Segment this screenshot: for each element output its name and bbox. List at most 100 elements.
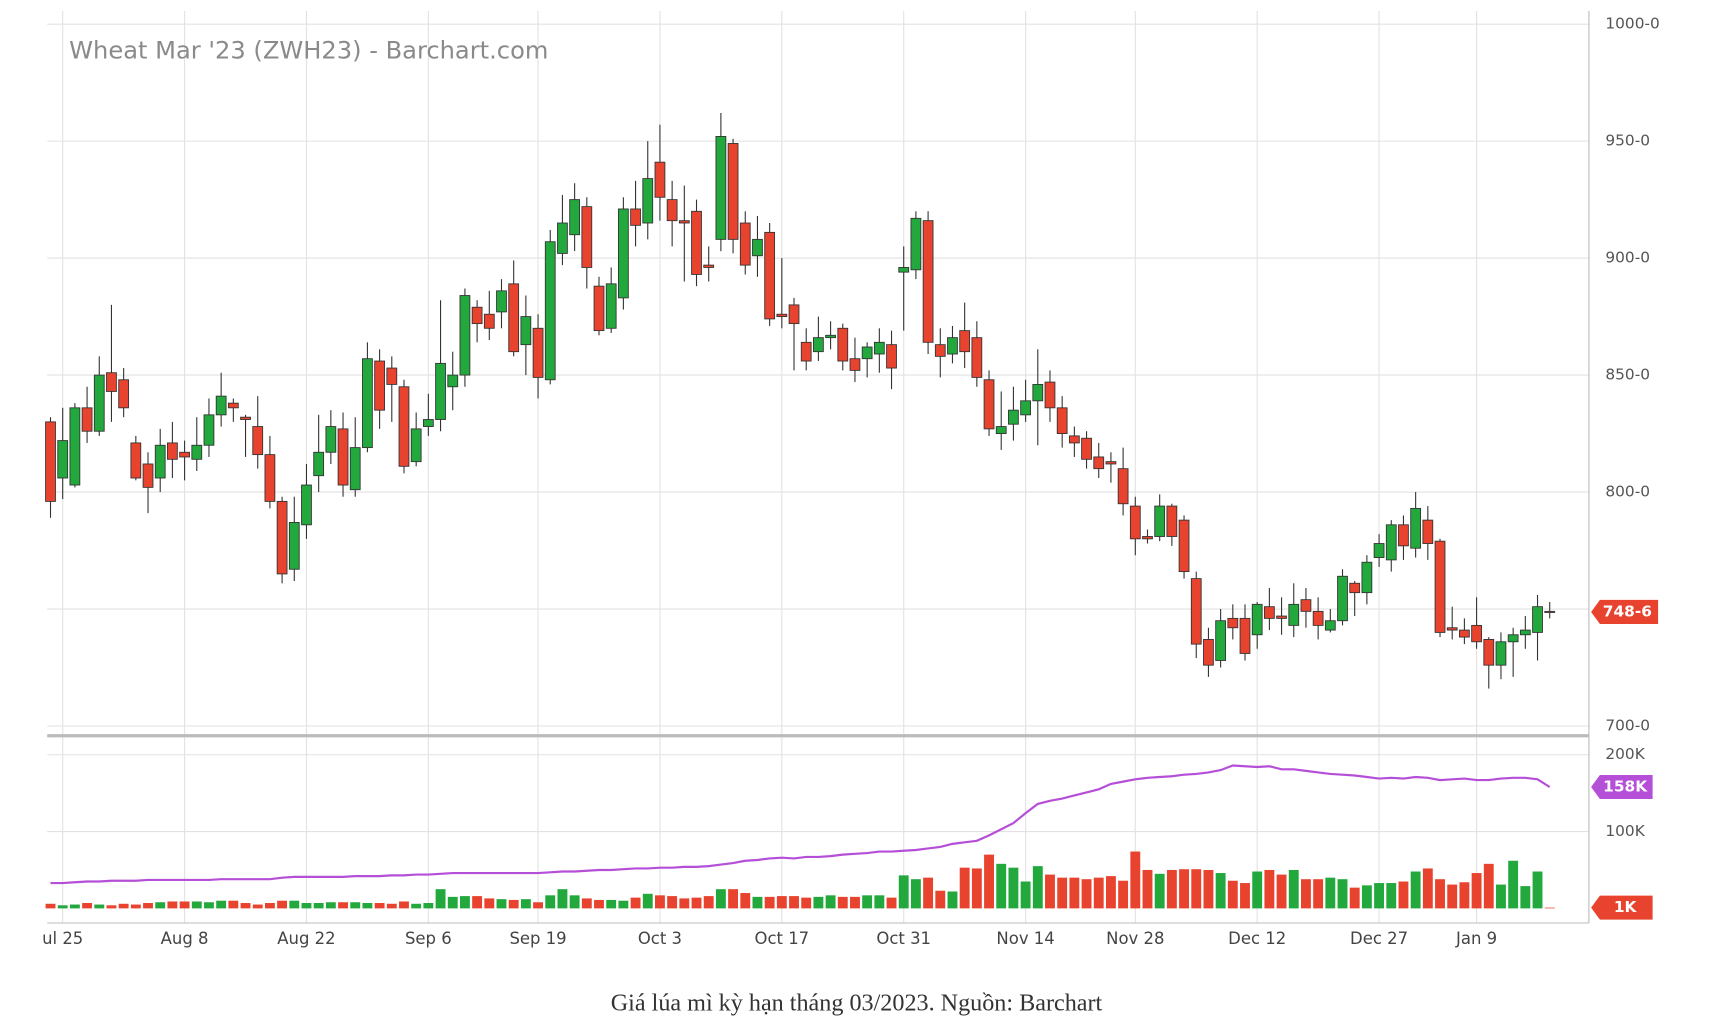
volume-bar — [1398, 881, 1409, 909]
volume-bar — [813, 896, 824, 909]
y-tick-label: 200K — [1605, 745, 1645, 763]
volume-bar — [606, 899, 617, 909]
candle-body — [1093, 456, 1105, 470]
volume-bar — [1435, 879, 1445, 909]
x-tick-label: Jan 9 — [1455, 929, 1497, 948]
candle-body — [447, 374, 459, 388]
candle-body — [325, 426, 337, 453]
candle-body — [252, 426, 264, 456]
volume-bar — [1544, 907, 1555, 909]
y-tick-label: 950-0 — [1605, 132, 1650, 150]
volume-bar — [1264, 869, 1275, 909]
candle-body — [1154, 505, 1166, 537]
candle-body — [215, 395, 227, 416]
candle-body — [947, 337, 958, 355]
volume-bar — [325, 902, 336, 909]
candle-body — [1203, 639, 1214, 666]
volume-bar — [1057, 877, 1068, 909]
x-tick-label: Oct 17 — [755, 929, 810, 948]
volume-bar — [581, 898, 592, 909]
candle-body — [1324, 620, 1336, 631]
candle-body — [118, 379, 130, 409]
candle-body — [1544, 610, 1556, 613]
x-tick-label: Dec 12 — [1228, 929, 1286, 948]
candle-body — [715, 136, 727, 240]
volume-bar — [1496, 884, 1506, 909]
candle-body — [593, 285, 605, 332]
volume-bar — [1020, 881, 1031, 909]
volume-bar — [1081, 879, 1092, 909]
volume-bar — [362, 903, 373, 909]
y-tick-label: 850-0 — [1605, 366, 1650, 384]
candle-body — [642, 178, 654, 224]
axis-badge-label: 158K — [1603, 778, 1648, 796]
candle-body — [666, 199, 678, 222]
candle-body — [837, 327, 849, 362]
volume-bar — [423, 903, 434, 909]
candle-body — [471, 306, 483, 325]
candle-body — [410, 428, 422, 463]
volume-bar — [1508, 860, 1519, 909]
volume-bar — [1166, 869, 1177, 909]
candle-body — [1361, 561, 1373, 594]
candle-body — [1373, 543, 1385, 558]
candle-body — [191, 444, 203, 460]
candle-body — [288, 522, 300, 570]
candle-body — [227, 402, 239, 409]
volume-bar — [1386, 883, 1397, 909]
candle-body — [374, 360, 385, 411]
candle-body — [1020, 400, 1031, 416]
candle-body — [1166, 505, 1178, 537]
candle-body — [1434, 540, 1446, 633]
volume-bar — [1118, 880, 1129, 909]
volume-bar — [167, 901, 178, 909]
volume-bar — [69, 904, 80, 909]
volume-bar — [1301, 879, 1311, 909]
candle-body — [1215, 620, 1227, 661]
volume-bar — [399, 901, 409, 909]
volume-bar — [1276, 874, 1287, 909]
volume-bar — [350, 902, 361, 909]
candle-body — [800, 341, 812, 362]
volume-bar — [886, 897, 897, 909]
candle-body — [1422, 519, 1434, 544]
volume-bar — [1532, 871, 1543, 909]
volume-bar — [264, 903, 275, 909]
candle-body — [922, 220, 934, 343]
candle-body — [154, 444, 166, 479]
volume-bar — [1520, 886, 1531, 909]
candle-body — [1239, 617, 1251, 654]
volume-bar — [740, 893, 751, 909]
candle-body — [1507, 634, 1519, 643]
candle-body — [1398, 524, 1409, 547]
volume-bar — [935, 890, 946, 909]
volume-bar — [1313, 879, 1324, 909]
volume-bar — [204, 902, 214, 909]
candle-body — [886, 344, 897, 369]
volume-bar — [1374, 883, 1385, 909]
volume-bar — [1361, 885, 1372, 909]
volume-bar — [874, 895, 885, 909]
candle-body — [1056, 407, 1068, 434]
candle-body — [1495, 641, 1507, 666]
open-interest-line — [50, 764, 1551, 885]
x-tick-label: Aug 22 — [277, 929, 335, 948]
candle-body — [337, 428, 349, 486]
volume-bar — [472, 896, 483, 909]
candle-body — [459, 295, 471, 376]
volume-bar — [496, 899, 507, 909]
volume-bar — [520, 899, 531, 909]
volume-bar — [191, 901, 202, 909]
candle-body — [1190, 578, 1202, 645]
candle-body — [703, 264, 715, 268]
volume-bar — [752, 896, 763, 909]
volume-bar — [1154, 873, 1165, 909]
volume-bar — [1093, 877, 1104, 909]
volume-bar — [240, 903, 251, 909]
volume-bar — [301, 903, 312, 909]
candle-body — [1263, 606, 1275, 619]
y-tick-label: 900-0 — [1605, 249, 1650, 267]
candle-body — [630, 208, 641, 226]
y-tick-label: 1000-0 — [1605, 15, 1659, 33]
